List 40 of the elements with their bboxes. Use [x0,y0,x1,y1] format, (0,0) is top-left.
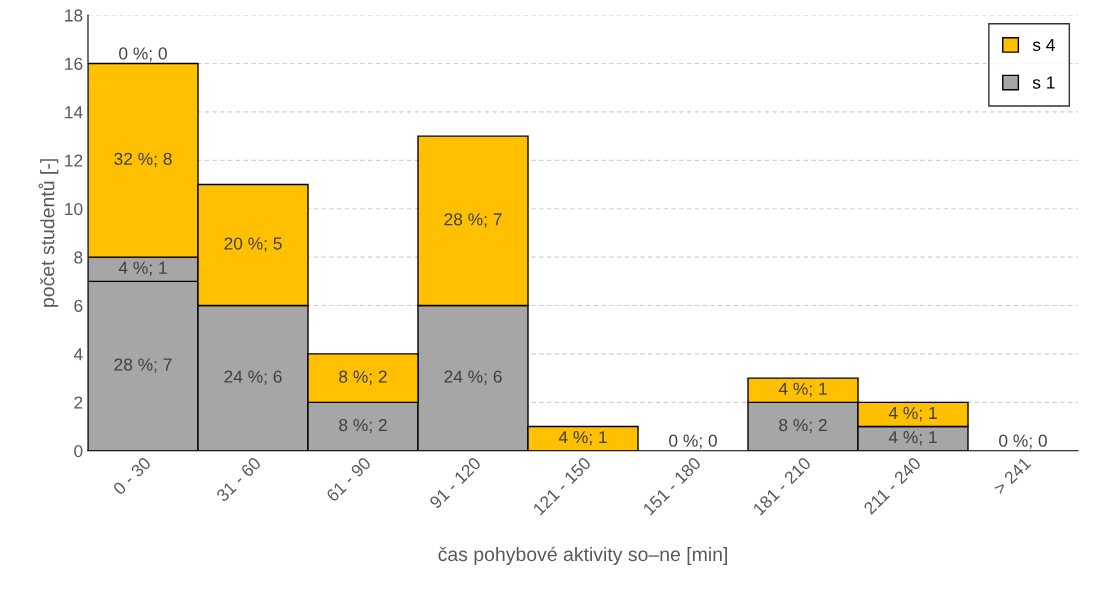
legend-label: s 1 [1032,76,1055,89]
data-label: 24 %; 6 [224,370,282,385]
data-label: 4 %; 1 [558,431,607,446]
x-tick-label: 61 - 90 [325,456,372,503]
x-tick-label: 211 - 240 [862,456,922,515]
data-label: 20 %; 5 [224,237,282,252]
data-label: 4 %; 1 [778,382,827,397]
y-tick-label: 8 [74,251,83,264]
data-label: 0 %; 0 [119,47,167,62]
y-tick-label: 2 [74,396,83,409]
x-tick-label: 91 - 120 [428,456,482,510]
x-axis-title: čas pohybové aktivity so–ne [min] [438,546,727,566]
y-tick-label: 12 [65,154,83,167]
data-label: 24 %; 6 [444,370,502,385]
y-tick-label: 16 [65,57,83,70]
x-tick-label: > 241 [992,456,1032,495]
x-tick-label: 31 - 60 [215,456,262,503]
data-label: 8 %; 2 [779,418,827,434]
data-label: 0 %; 0 [669,434,717,449]
data-label: 4 %; 1 [888,431,937,446]
data-label: 8 %; 2 [339,418,387,434]
data-label: 4 %; 1 [118,261,167,276]
x-tick-label: 121 - 150 [532,456,592,516]
data-label: 32 %; 8 [114,152,172,168]
x-tick-label: 0 - 30 [112,456,152,496]
data-label: 0 %; 0 [999,434,1047,449]
y-tick-label: 18 [65,9,83,22]
y-tick-label: 0 [74,444,83,458]
y-tick-label: 4 [73,348,83,361]
data-label: 28 %; 7 [114,358,172,373]
x-tick-label: 181 - 210 [752,456,812,516]
y-tick-label: 10 [65,202,83,216]
data-label: 8 %; 2 [339,370,387,385]
y-axis-title: počet studentů [-] [38,159,59,307]
x-tick-label: 151 - 180 [642,456,702,516]
y-tick-label: 6 [74,299,83,312]
y-tick-label: 14 [65,106,83,119]
legend-label: s 4 [1032,38,1055,52]
data-label: 4 %; 1 [888,406,937,422]
data-label: 28 %; 7 [444,213,502,228]
